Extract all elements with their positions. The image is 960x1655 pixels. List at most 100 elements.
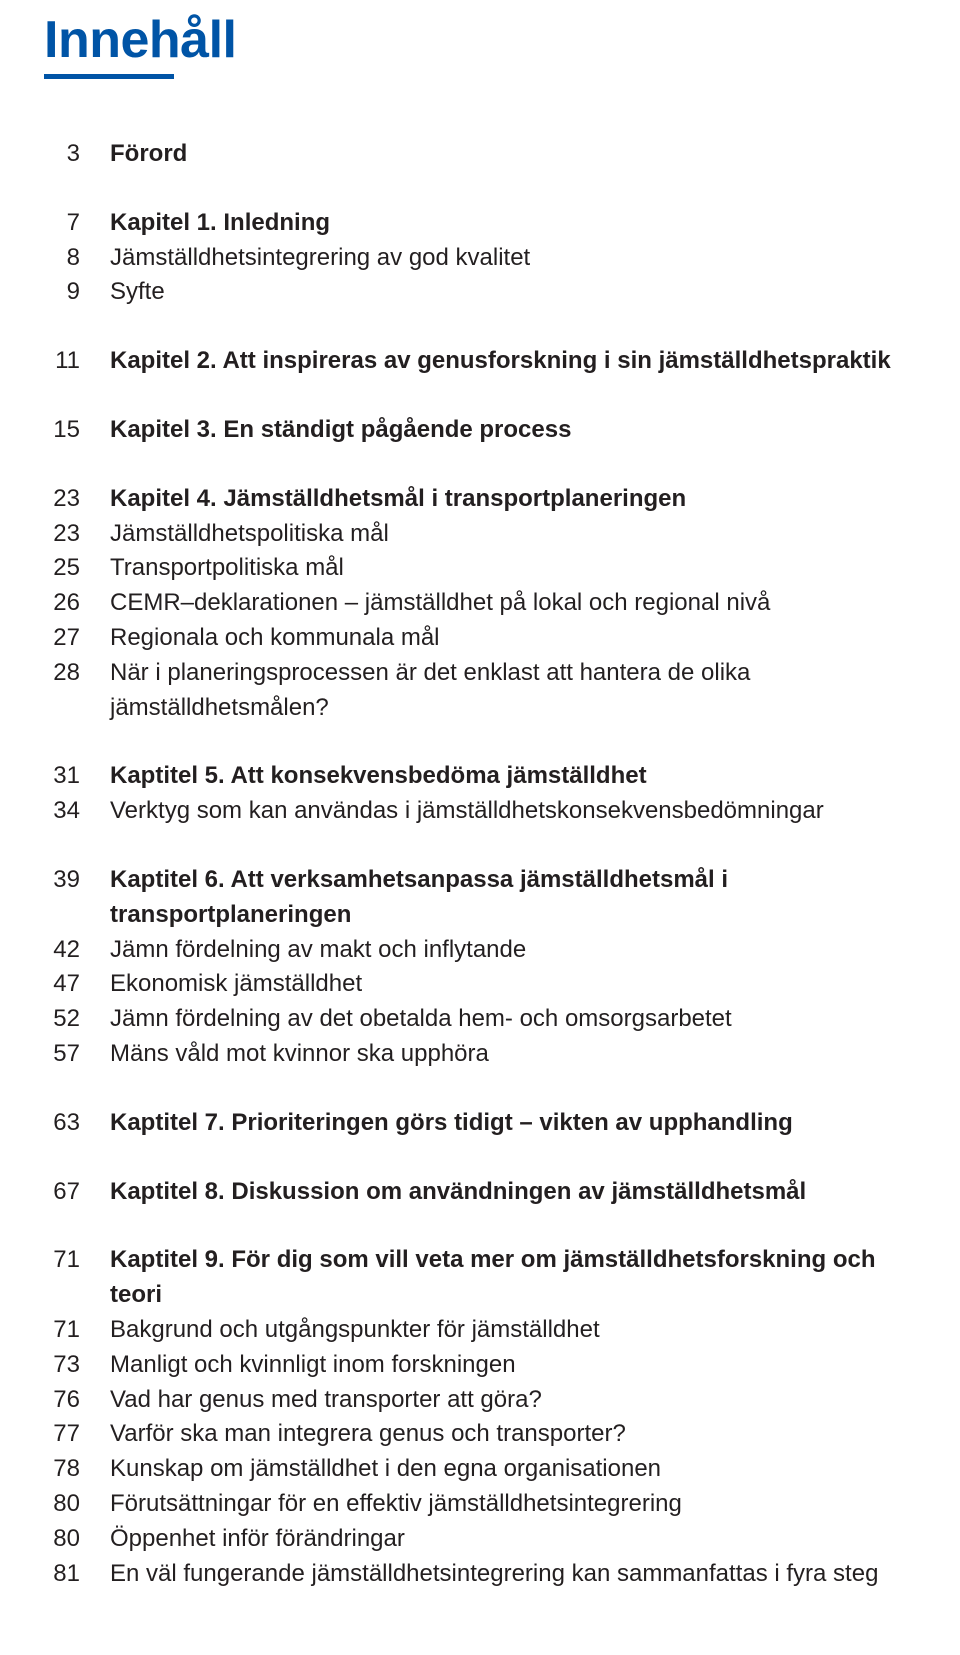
toc-page-number: 71 bbox=[44, 1313, 110, 1348]
toc-row: 39Kaptitel 6. Att verksamhetsanpassa jäm… bbox=[44, 863, 916, 933]
toc-row: 23Kapitel 4. Jämställdhetsmål i transpor… bbox=[44, 482, 916, 517]
toc-section-label: En väl fungerande jämställdhetsintegreri… bbox=[110, 1557, 916, 1592]
toc-row: 8Jämställdhetsintegrering av god kvalite… bbox=[44, 241, 916, 276]
toc-group: 23Kapitel 4. Jämställdhetsmål i transpor… bbox=[44, 482, 916, 726]
toc-page-number: 23 bbox=[44, 482, 110, 517]
toc-row: 78Kunskap om jämställdhet i den egna org… bbox=[44, 1452, 916, 1487]
toc-page-number: 47 bbox=[44, 967, 110, 1002]
toc-page-number: 71 bbox=[44, 1243, 110, 1278]
toc-page-number: 78 bbox=[44, 1452, 110, 1487]
toc-group: 11Kapitel 2. Att inspireras av genusfors… bbox=[44, 344, 916, 379]
toc-chapter-label: Kaptitel 8. Diskussion om användningen a… bbox=[110, 1175, 916, 1210]
toc-group: 71Kaptitel 9. För dig som vill veta mer … bbox=[44, 1243, 916, 1591]
toc-row: 34Verktyg som kan användas i jämställdhe… bbox=[44, 794, 916, 829]
toc-row: 73Manligt och kvinnligt inom forskningen bbox=[44, 1348, 916, 1383]
toc-row: 76Vad har genus med transporter att göra… bbox=[44, 1383, 916, 1418]
toc-page-number: 34 bbox=[44, 794, 110, 829]
toc-row: 25Transportpolitiska mål bbox=[44, 551, 916, 586]
toc-row: 47Ekonomisk jämställdhet bbox=[44, 967, 916, 1002]
toc-page-number: 15 bbox=[44, 413, 110, 448]
toc-chapter-label: Kapitel 3. En ständigt pågående process bbox=[110, 413, 916, 448]
toc-section-label: Jämn fördelning av det obetalda hem- och… bbox=[110, 1002, 916, 1037]
toc-page-number: 52 bbox=[44, 1002, 110, 1037]
toc-page-number: 3 bbox=[44, 137, 110, 172]
toc-row: 57Mäns våld mot kvinnor ska upphöra bbox=[44, 1037, 916, 1072]
toc-page-number: 9 bbox=[44, 275, 110, 310]
toc-page-number: 28 bbox=[44, 656, 110, 691]
toc-section-label: Ekonomisk jämställdhet bbox=[110, 967, 916, 1002]
toc-page-number: 67 bbox=[44, 1175, 110, 1210]
toc-section-label: Jämställdhetsintegrering av god kvalitet bbox=[110, 241, 916, 276]
toc-section-label: Regionala och kommunala mål bbox=[110, 621, 916, 656]
toc-section-label: Jämställdhetspolitiska mål bbox=[110, 517, 916, 552]
toc-chapter-label: Kapitel 2. Att inspireras av genusforskn… bbox=[110, 344, 916, 379]
toc-group: 67Kaptitel 8. Diskussion om användningen… bbox=[44, 1175, 916, 1210]
toc-page-number: 8 bbox=[44, 241, 110, 276]
toc-row: 23Jämställdhetspolitiska mål bbox=[44, 517, 916, 552]
toc-row: 9Syfte bbox=[44, 275, 916, 310]
toc-section-label: Jämn fördelning av makt och inflytande bbox=[110, 933, 916, 968]
toc-row: 27Regionala och kommunala mål bbox=[44, 621, 916, 656]
toc-page-number: 27 bbox=[44, 621, 110, 656]
toc-page-number: 80 bbox=[44, 1522, 110, 1557]
toc-section-label: Transportpolitiska mål bbox=[110, 551, 916, 586]
toc-page-number: 80 bbox=[44, 1487, 110, 1522]
toc-row: 63Kaptitel 7. Prioriteringen görs tidigt… bbox=[44, 1106, 916, 1141]
toc-page-number: 81 bbox=[44, 1557, 110, 1592]
toc-group: 15Kapitel 3. En ständigt pågående proces… bbox=[44, 413, 916, 448]
toc-section-label: Förutsättningar för en effektiv jämställ… bbox=[110, 1487, 916, 1522]
toc-group: 7Kapitel 1. Inledning8Jämställdhetsinteg… bbox=[44, 206, 916, 310]
toc-page-number: 11 bbox=[44, 344, 110, 379]
toc-page-number: 63 bbox=[44, 1106, 110, 1141]
toc-page-number: 7 bbox=[44, 206, 110, 241]
toc-page-number: 57 bbox=[44, 1037, 110, 1072]
toc-section-label: Öppenhet inför förändringar bbox=[110, 1522, 916, 1557]
toc-section-label: Syfte bbox=[110, 275, 916, 310]
toc-section-label: När i planeringsprocessen är det enklast… bbox=[110, 656, 916, 726]
toc-section-label: CEMR–deklarationen – jämställdhet på lok… bbox=[110, 586, 916, 621]
toc-page-number: 25 bbox=[44, 551, 110, 586]
toc-chapter-label: Kapitel 1. Inledning bbox=[110, 206, 916, 241]
toc-section-label: Bakgrund och utgångspunkter för jämställ… bbox=[110, 1313, 916, 1348]
toc-page-number: 76 bbox=[44, 1383, 110, 1418]
toc-row: 26CEMR–deklarationen – jämställdhet på l… bbox=[44, 586, 916, 621]
toc-section-label: Kunskap om jämställdhet i den egna organ… bbox=[110, 1452, 916, 1487]
toc-chapter-label: Kaptitel 6. Att verksamhetsanpassa jämst… bbox=[110, 863, 916, 933]
toc-section-label: Verktyg som kan användas i jämställdhets… bbox=[110, 794, 916, 829]
toc-row: 42Jämn fördelning av makt och inflytande bbox=[44, 933, 916, 968]
toc-row: 81En väl fungerande jämställdhetsintegre… bbox=[44, 1557, 916, 1592]
toc-group: 63Kaptitel 7. Prioriteringen görs tidigt… bbox=[44, 1106, 916, 1141]
toc-row: 71Kaptitel 9. För dig som vill veta mer … bbox=[44, 1243, 916, 1313]
toc-row: 31Kaptitel 5. Att konsekvensbedöma jämst… bbox=[44, 759, 916, 794]
toc-page-number: 73 bbox=[44, 1348, 110, 1383]
toc-row: 52Jämn fördelning av det obetalda hem- o… bbox=[44, 1002, 916, 1037]
toc-chapter-label: Kaptitel 7. Prioriteringen görs tidigt –… bbox=[110, 1106, 916, 1141]
toc-page-number: 31 bbox=[44, 759, 110, 794]
toc-section-label: Manligt och kvinnligt inom forskningen bbox=[110, 1348, 916, 1383]
toc-group: 31Kaptitel 5. Att konsekvensbedöma jämst… bbox=[44, 759, 916, 829]
toc-page-number: 77 bbox=[44, 1417, 110, 1452]
toc-section-label: Varför ska man integrera genus och trans… bbox=[110, 1417, 916, 1452]
page-title: Innehåll bbox=[44, 10, 916, 70]
toc-row: 15Kapitel 3. En ständigt pågående proces… bbox=[44, 413, 916, 448]
toc-row: 67Kaptitel 8. Diskussion om användningen… bbox=[44, 1175, 916, 1210]
toc-row: 80Förutsättningar för en effektiv jämstä… bbox=[44, 1487, 916, 1522]
title-underline bbox=[44, 74, 174, 79]
toc-page-number: 26 bbox=[44, 586, 110, 621]
toc-row: 7Kapitel 1. Inledning bbox=[44, 206, 916, 241]
toc-chapter-label: Kaptitel 9. För dig som vill veta mer om… bbox=[110, 1243, 916, 1313]
toc-page-number: 42 bbox=[44, 933, 110, 968]
toc-chapter-label: Kaptitel 5. Att konsekvensbedöma jämstäl… bbox=[110, 759, 916, 794]
toc-row: 28När i planeringsprocessen är det enkla… bbox=[44, 656, 916, 726]
toc-page-number: 23 bbox=[44, 517, 110, 552]
toc-chapter-label: Kapitel 4. Jämställdhetsmål i transportp… bbox=[110, 482, 916, 517]
toc-group: 39Kaptitel 6. Att verksamhetsanpassa jäm… bbox=[44, 863, 916, 1072]
table-of-contents: 3Förord7Kapitel 1. Inledning8Jämställdhe… bbox=[44, 137, 916, 1591]
toc-row: 71Bakgrund och utgångspunkter för jämstä… bbox=[44, 1313, 916, 1348]
toc-row: 11Kapitel 2. Att inspireras av genusfors… bbox=[44, 344, 916, 379]
toc-group: 3Förord bbox=[44, 137, 916, 172]
toc-chapter-label: Förord bbox=[110, 137, 916, 172]
toc-section-label: Vad har genus med transporter att göra? bbox=[110, 1383, 916, 1418]
toc-row: 77Varför ska man integrera genus och tra… bbox=[44, 1417, 916, 1452]
toc-row: 3Förord bbox=[44, 137, 916, 172]
